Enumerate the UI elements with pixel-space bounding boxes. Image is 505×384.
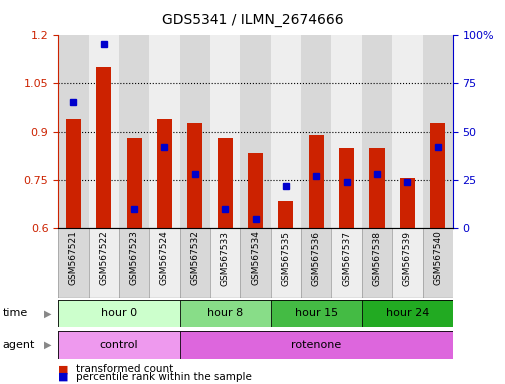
Text: ■: ■ xyxy=(58,372,69,382)
Bar xyxy=(119,228,149,298)
Bar xyxy=(157,119,172,228)
Text: control: control xyxy=(99,340,138,350)
Bar xyxy=(247,152,263,228)
Bar xyxy=(270,228,300,298)
Text: hour 15: hour 15 xyxy=(294,308,337,318)
Bar xyxy=(149,35,179,228)
Text: GDS5341 / ILMN_2674666: GDS5341 / ILMN_2674666 xyxy=(162,13,343,27)
Text: ▶: ▶ xyxy=(44,308,52,318)
Bar xyxy=(422,228,452,298)
Text: GSM567524: GSM567524 xyxy=(160,230,169,285)
Bar xyxy=(187,123,202,228)
Bar xyxy=(96,67,111,228)
Bar xyxy=(278,201,293,228)
Bar xyxy=(88,228,119,298)
Bar xyxy=(399,179,414,228)
Bar xyxy=(179,35,210,228)
Bar xyxy=(179,331,452,359)
Bar xyxy=(119,35,149,228)
Bar xyxy=(217,138,232,228)
Text: GSM567521: GSM567521 xyxy=(69,230,78,285)
Bar xyxy=(331,228,361,298)
Text: GSM567534: GSM567534 xyxy=(250,230,260,285)
Bar xyxy=(308,135,323,228)
Bar xyxy=(126,138,141,228)
Text: GSM567523: GSM567523 xyxy=(129,230,138,285)
Bar xyxy=(58,35,88,228)
Text: rotenone: rotenone xyxy=(290,340,341,350)
Bar xyxy=(58,228,88,298)
Bar xyxy=(210,35,240,228)
Bar xyxy=(88,35,119,228)
Bar xyxy=(149,228,179,298)
Bar xyxy=(361,300,452,327)
Bar xyxy=(369,148,384,228)
Text: hour 0: hour 0 xyxy=(100,308,137,318)
Text: GSM567532: GSM567532 xyxy=(190,230,199,285)
Text: GSM567540: GSM567540 xyxy=(432,230,441,285)
Text: GSM567537: GSM567537 xyxy=(341,230,350,286)
Bar xyxy=(270,35,300,228)
Bar xyxy=(391,35,422,228)
Bar xyxy=(58,331,179,359)
Bar xyxy=(179,228,210,298)
Bar xyxy=(179,300,270,327)
Bar xyxy=(300,35,331,228)
Bar xyxy=(66,119,81,228)
Bar xyxy=(270,300,361,327)
Text: ■: ■ xyxy=(58,364,69,374)
Text: GSM567539: GSM567539 xyxy=(402,230,411,286)
Bar xyxy=(422,35,452,228)
Text: percentile rank within the sample: percentile rank within the sample xyxy=(76,372,251,382)
Text: transformed count: transformed count xyxy=(76,364,173,374)
Text: GSM567535: GSM567535 xyxy=(281,230,290,286)
Bar xyxy=(338,148,354,228)
Bar xyxy=(58,300,179,327)
Text: agent: agent xyxy=(3,340,35,350)
Text: hour 24: hour 24 xyxy=(385,308,428,318)
Text: GSM567538: GSM567538 xyxy=(372,230,381,286)
Text: ▶: ▶ xyxy=(44,340,52,350)
Bar xyxy=(331,35,361,228)
Text: GSM567536: GSM567536 xyxy=(311,230,320,286)
Bar xyxy=(210,228,240,298)
Text: hour 8: hour 8 xyxy=(207,308,243,318)
Bar xyxy=(429,123,444,228)
Text: GSM567533: GSM567533 xyxy=(220,230,229,286)
Text: GSM567522: GSM567522 xyxy=(99,230,108,285)
Bar xyxy=(391,228,422,298)
Bar xyxy=(240,228,270,298)
Bar xyxy=(300,228,331,298)
Bar xyxy=(361,35,391,228)
Bar xyxy=(240,35,270,228)
Text: time: time xyxy=(3,308,28,318)
Bar xyxy=(361,228,391,298)
